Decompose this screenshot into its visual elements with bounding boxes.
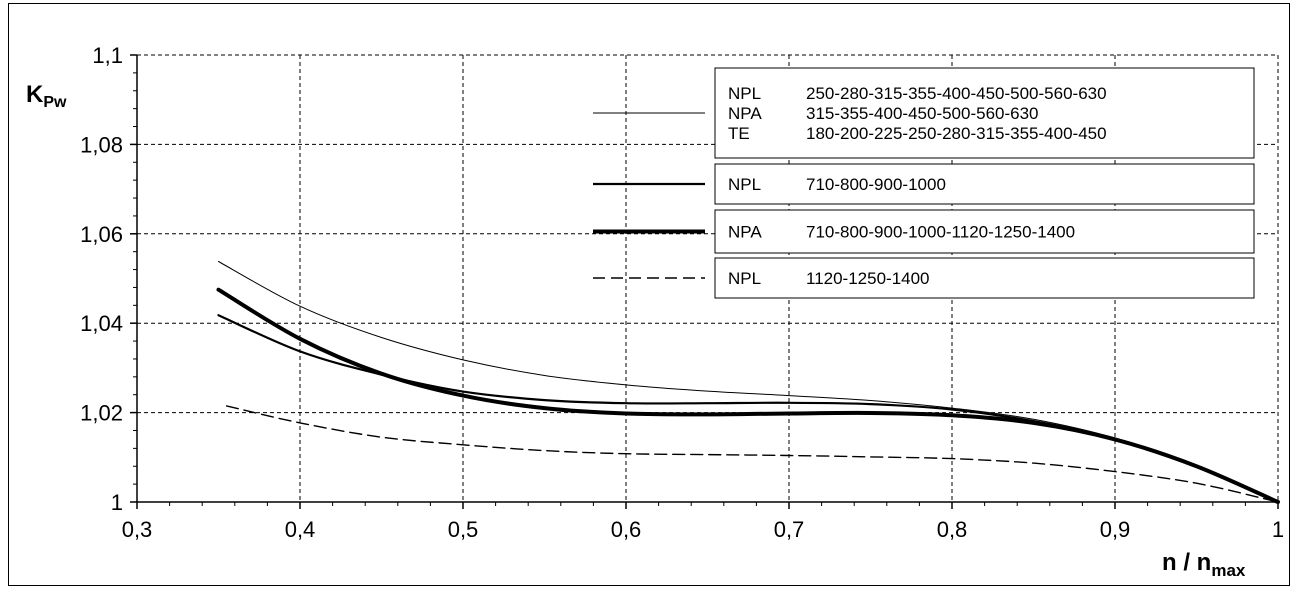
- series-lines: [216, 261, 1280, 504]
- x-tick-label: 0,7: [774, 517, 805, 542]
- y-tick-label: 1,04: [80, 311, 123, 336]
- axes: [130, 54, 1279, 509]
- tick-labels: 0,3 0,4 0,5 0,6 0,7 0,8 0,9 1 1 1,02 1,04 1,06 1,08 1…: [80, 43, 1284, 542]
- legend-sizes-label: 710-800-900-1000-1120-1250-1400: [806, 223, 1075, 242]
- legend-type-label: NPL: [728, 84, 761, 103]
- series-line-4: [225, 405, 1279, 503]
- legend-type-label: NPA: [728, 104, 762, 123]
- legend-sizes-label: 250-280-315-355-400-450-500-560-630: [806, 84, 1107, 103]
- x-tick-label: 0,9: [1100, 517, 1131, 542]
- y-tick-label: 1,08: [80, 132, 123, 157]
- x-tick-label: 0,5: [448, 517, 479, 542]
- legend-sizes-label: 710-800-900-1000: [806, 175, 946, 194]
- y-axis-label: KPw: [26, 81, 67, 111]
- axis-labels: KPw n / nmax: [26, 81, 1246, 580]
- legend-sizes-label: 1120-1250-1400: [806, 269, 930, 288]
- legend-box-4: [714, 257, 1255, 299]
- legend-sizes-label: 315-355-400-450-500-560-630: [806, 104, 1039, 123]
- legend-box-1: [714, 67, 1255, 159]
- x-tick-label: 0,8: [937, 517, 968, 542]
- legend-box-2: [714, 163, 1255, 205]
- grid-lines: [137, 54, 1279, 502]
- y-tick-label: 1,02: [80, 401, 123, 426]
- y-tick-label: 1: [111, 490, 123, 515]
- x-axis-label: n / nmax: [1162, 549, 1246, 580]
- x-tick-label: 1: [1272, 517, 1284, 542]
- legend-type-label: NPA: [728, 223, 762, 242]
- y-tick-label: 1,06: [80, 222, 123, 247]
- series-line-2: [217, 314, 1280, 504]
- legend-type-label: NPL: [728, 269, 761, 288]
- y-tick-label: 1,1: [92, 43, 123, 68]
- x-tick-label: 0,3: [122, 517, 153, 542]
- x-tick-label: 0,6: [611, 517, 642, 542]
- legend-sizes-label: 180-200-225-250-280-315-355-400-450: [806, 124, 1107, 143]
- legend: NPL 250-280-315-355-400-450-500-560-630 NP…: [593, 67, 1255, 299]
- x-tick-label: 0,4: [285, 517, 316, 542]
- legend-type-label: TE: [728, 124, 750, 143]
- legend-type-label: NPL: [728, 175, 761, 194]
- series-line-3: [216, 287, 1280, 504]
- legend-box-3: [714, 209, 1255, 254]
